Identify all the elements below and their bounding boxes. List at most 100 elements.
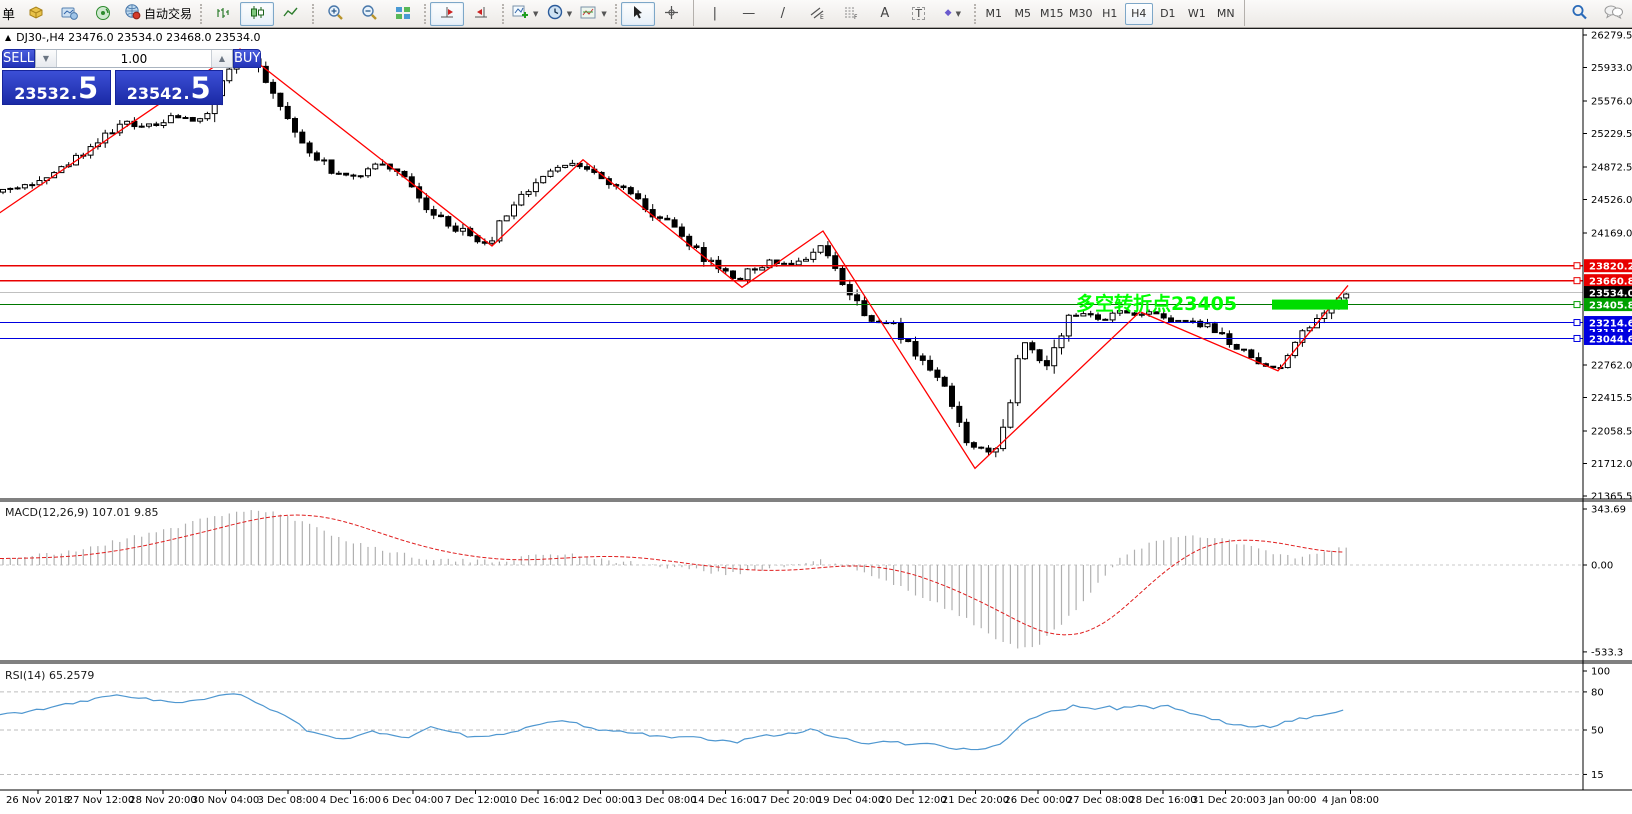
volume-increase-button[interactable]: ▲ (210, 50, 232, 67)
line-chart-button[interactable] (274, 2, 308, 26)
signals-button[interactable] (86, 2, 120, 26)
svg-text:23660.8: 23660.8 (1589, 276, 1632, 287)
equidistant-channel-button[interactable]: E (800, 2, 834, 26)
svg-text:27 Dec 08:00: 27 Dec 08:00 (1067, 795, 1134, 806)
tile-windows-button[interactable] (386, 2, 420, 26)
svg-text:80: 80 (1591, 687, 1604, 698)
line-chart-icon (283, 5, 299, 23)
cursor-button[interactable] (620, 1, 655, 26)
arrows-icon: ◆ (944, 8, 952, 18)
svg-text:0.00: 0.00 (1591, 561, 1613, 572)
timeframe-W1[interactable]: W1 (1187, 7, 1206, 20)
svg-text:3 Jan 00:00: 3 Jan 00:00 (1260, 795, 1317, 806)
buy-price-display[interactable]: 23542 . 5 (114, 70, 223, 106)
crosshair-icon (664, 5, 679, 23)
timeframe-H1[interactable]: H1 (1102, 7, 1118, 20)
trendline-button[interactable]: / (766, 2, 800, 26)
search-button[interactable] (1562, 2, 1596, 26)
svg-text:50: 50 (1591, 726, 1604, 737)
toolbar-grip (200, 3, 203, 24)
vertical-line-button[interactable]: | (698, 2, 732, 26)
buy-button[interactable]: BUY (232, 49, 262, 68)
svg-text:-533.3: -533.3 (1591, 647, 1623, 658)
annotation-text[interactable]: 多空转折点23405 (1076, 293, 1238, 315)
svg-text:21712.0: 21712.0 (1591, 459, 1632, 470)
chart-window: 26279.5 25933.0 25576.0 25229.5 24872.5 24526… (0, 28, 1632, 814)
zoom-out-button[interactable] (352, 2, 386, 26)
timeframe-MN[interactable]: MN (1216, 7, 1235, 20)
text-label-button[interactable]: T (902, 2, 936, 26)
new-order-button-partial[interactable]: 单 (2, 8, 16, 23)
cube-icon (27, 5, 44, 23)
bar-chart-button[interactable] (206, 2, 240, 26)
sell-price-main: 23532 (14, 84, 70, 104)
buy-price-main: 23542 (126, 84, 183, 104)
svg-text:26279.5: 26279.5 (1591, 31, 1632, 42)
rsi-indicator-label: RSI(14) 65.2579 (5, 669, 95, 682)
svg-text:17 Dec 20:00: 17 Dec 20:00 (754, 795, 821, 806)
svg-text:25933.0: 25933.0 (1591, 63, 1632, 74)
timeframe-M5[interactable]: M5 (1014, 7, 1032, 20)
periods-button[interactable]: ▼ (542, 2, 576, 26)
cursor-icon (631, 5, 644, 23)
volume-decrease-button[interactable]: ▼ (35, 50, 57, 67)
strategy-tester-button[interactable] (52, 2, 86, 26)
text-button[interactable]: A (868, 2, 902, 26)
volume-input[interactable] (56, 50, 211, 67)
horizontal-line-button[interactable]: — (732, 2, 766, 26)
chevron-down-icon: ▼ (601, 9, 607, 18)
svg-text:22058.5: 22058.5 (1591, 426, 1632, 437)
zigzag-line (0, 48, 1349, 470)
symbol-ohlc-text: DJ30-,H4 23476.0 23534.0 23468.0 23534.0 (16, 31, 261, 44)
chart-canvas[interactable]: 26279.5 25933.0 25576.0 25229.5 24872.5 24526… (0, 29, 1632, 814)
one-click-trading-panel: SELL ▼ ▲ BUY 23532 . 5 23542 . 5 (2, 49, 262, 106)
macd-panel: 343.69 0.00 -533.3 (0, 504, 1626, 658)
timeframe-M30[interactable]: M30 (1069, 7, 1093, 20)
svg-text:26 Nov 2018: 26 Nov 2018 (6, 795, 70, 806)
timeframe-D1[interactable]: D1 (1160, 7, 1176, 20)
svg-text:343.69: 343.69 (1591, 504, 1626, 515)
auto-scroll-icon (439, 5, 455, 23)
volume-stepper: ▼ ▲ (34, 49, 233, 68)
channel-icon: E (809, 5, 825, 23)
chart-shift-button[interactable] (464, 2, 498, 26)
text-icon: A (880, 6, 890, 21)
buy-price-fraction: 5 (190, 71, 211, 106)
svg-text:20 Dec 12:00: 20 Dec 12:00 (879, 795, 946, 806)
crosshair-button[interactable] (655, 2, 689, 26)
svg-text:15: 15 (1591, 770, 1604, 781)
chat-button[interactable] (1596, 2, 1630, 26)
horizontal-line-icon: — (742, 6, 756, 21)
timeframe-H4[interactable]: H4 (1124, 2, 1153, 25)
collapse-arrow-icon[interactable]: ▲ (5, 33, 12, 42)
timeframe-M15[interactable]: M15 (1040, 7, 1064, 20)
zoom-in-button[interactable] (318, 2, 352, 26)
chevron-down-icon: ▼ (533, 9, 539, 18)
candlestick-chart-button[interactable] (240, 1, 275, 26)
svg-text:25229.5: 25229.5 (1591, 129, 1632, 140)
timeframe-bar: M1 M5 M15 M30 H1 H4 D1 W1 MN (980, 2, 1240, 25)
sell-button[interactable]: SELL (2, 49, 35, 68)
autotrading-button[interactable]: 自动交易 (120, 2, 196, 26)
indicators-button[interactable]: ▼ (508, 2, 542, 26)
svg-text:19 Dec 04:00: 19 Dec 04:00 (817, 795, 884, 806)
macd-signal-line (0, 514, 1345, 636)
indicators-add-icon (512, 4, 529, 23)
signal-icon (95, 5, 111, 23)
templates-button[interactable]: ▼ (576, 2, 610, 26)
macd-indicator-label: MACD(12,26,9) 107.01 9.85 (5, 506, 159, 519)
template-icon (580, 5, 597, 23)
timeframe-M1[interactable]: M1 (985, 7, 1003, 20)
sell-price-display[interactable]: 23532 . 5 (2, 70, 111, 105)
fibonacci-button[interactable]: F (834, 2, 868, 26)
chart-header: ▲ DJ30-,H4 23476.0 23534.0 23468.0 23534… (5, 31, 261, 44)
auto-scroll-button[interactable] (430, 1, 465, 26)
svg-text:23534.0: 23534.0 (1589, 288, 1632, 299)
autotrading-label: 自动交易 (144, 7, 193, 21)
market-depth-button[interactable] (18, 2, 52, 26)
svg-text:22762.0: 22762.0 (1591, 360, 1632, 371)
svg-text:12 Dec 00:00: 12 Dec 00:00 (567, 795, 634, 806)
arrows-button[interactable]: ◆ ▼ (936, 2, 970, 26)
svg-text:25576.0: 25576.0 (1591, 96, 1632, 107)
svg-text:22415.5: 22415.5 (1591, 393, 1632, 404)
